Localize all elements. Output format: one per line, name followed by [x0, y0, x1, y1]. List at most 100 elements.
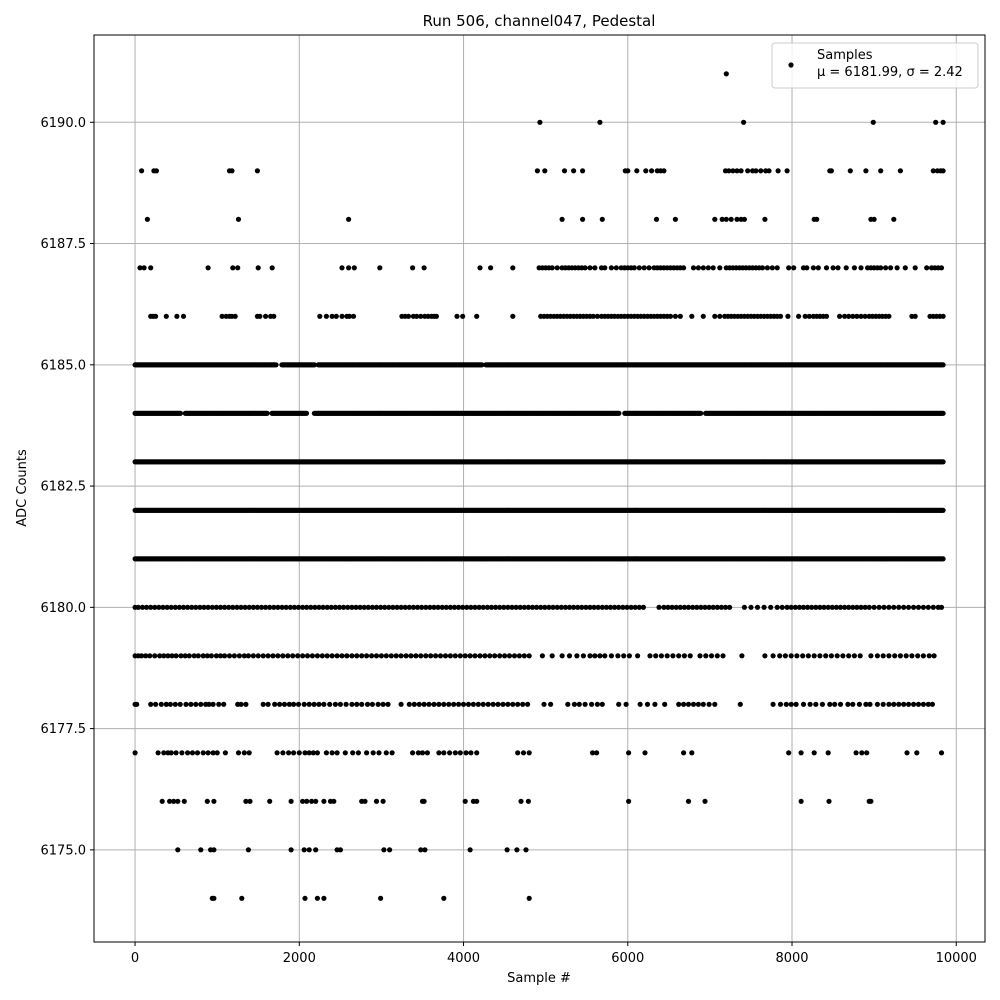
data-point: [834, 653, 840, 659]
data-point: [324, 653, 330, 659]
data-point: [940, 556, 946, 562]
data-point: [222, 653, 228, 659]
data-point: [178, 653, 184, 659]
data-point: [255, 265, 261, 271]
data-point: [523, 847, 529, 853]
data-point: [608, 265, 615, 271]
data-point: [195, 653, 201, 659]
data-point: [321, 701, 327, 707]
plot-frame: [93, 34, 986, 943]
data-point: [592, 653, 598, 659]
data-point: [484, 604, 490, 610]
data-point: [904, 750, 910, 756]
data-point: [201, 604, 207, 610]
data-point: [667, 313, 674, 319]
data-point: [167, 701, 173, 707]
data-point: [710, 265, 716, 271]
data-point: [314, 895, 320, 901]
data-point: [575, 604, 581, 610]
data-point: [245, 653, 251, 659]
data-point: [376, 750, 382, 756]
data-point: [599, 701, 605, 707]
data-point: [378, 653, 384, 659]
data-point: [868, 798, 874, 804]
data-point: [291, 750, 297, 756]
data-point: [329, 750, 335, 756]
data-point: [587, 653, 593, 659]
data-point: [856, 701, 863, 707]
data-point: [827, 701, 833, 707]
data-point: [310, 750, 316, 756]
data-point: [703, 653, 709, 659]
data-point: [602, 265, 608, 271]
data-point: [685, 701, 692, 707]
data-point: [634, 168, 640, 174]
data-point: [940, 168, 946, 174]
data-point: [174, 313, 180, 319]
data-point: [814, 216, 820, 222]
data-point: [364, 701, 371, 707]
data-point: [538, 604, 544, 610]
data-point: [933, 119, 939, 125]
data-point: [185, 604, 191, 610]
data-point: [685, 798, 692, 804]
data-point: [823, 313, 830, 319]
data-point: [285, 653, 291, 659]
data-point: [254, 604, 260, 610]
data-point: [891, 604, 897, 610]
data-point: [624, 604, 630, 610]
data-point: [369, 653, 375, 659]
data-point: [925, 701, 931, 707]
data-point: [931, 653, 937, 659]
data-point: [334, 653, 340, 659]
data-point: [398, 653, 404, 659]
data-point: [565, 701, 571, 707]
data-point: [653, 216, 660, 222]
data-point: [647, 653, 653, 659]
data-point: [181, 798, 187, 804]
data-point: [304, 653, 311, 659]
data-point: [477, 653, 483, 659]
data-point: [311, 362, 317, 368]
data-point: [938, 265, 945, 271]
data-point: [626, 750, 632, 756]
data-point: [160, 604, 166, 610]
data-point: [608, 653, 615, 659]
data-point: [514, 847, 520, 853]
data-point: [741, 216, 748, 222]
data-point: [180, 604, 187, 610]
data-point: [243, 701, 249, 707]
data-point: [792, 604, 798, 610]
data-point: [327, 701, 333, 707]
data-point: [329, 653, 335, 659]
data-point: [722, 604, 729, 610]
data-point: [845, 701, 851, 707]
data-point: [806, 313, 812, 319]
data-point: [427, 604, 433, 610]
data-point: [291, 604, 297, 610]
data-point: [357, 604, 363, 610]
data-point: [226, 653, 233, 659]
data-point: [235, 216, 242, 222]
data-point: [897, 653, 904, 659]
data-point: [850, 604, 856, 610]
data-point: [717, 313, 723, 319]
data-point: [775, 168, 781, 174]
data-point: [770, 653, 776, 659]
data-point: [702, 798, 708, 804]
data-point: [915, 701, 922, 707]
data-point: [323, 750, 329, 756]
data-point: [896, 604, 902, 610]
data-point: [762, 216, 768, 222]
data-point: [313, 847, 319, 853]
data-point: [727, 604, 733, 610]
data-point: [901, 604, 907, 610]
data-point: [460, 701, 467, 707]
data-point: [443, 604, 449, 610]
data-point: [886, 313, 892, 319]
data-point: [373, 604, 380, 610]
data-point: [705, 265, 711, 271]
data-point: [883, 265, 889, 271]
data-point: [161, 653, 167, 659]
data-point: [332, 604, 338, 610]
